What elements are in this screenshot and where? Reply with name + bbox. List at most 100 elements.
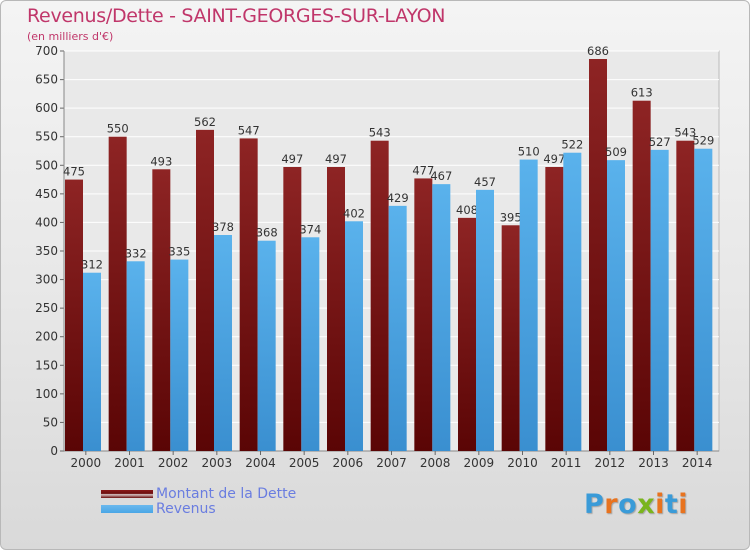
- data-label-revenus: 402: [343, 206, 365, 220]
- data-label-revenus: 312: [81, 258, 103, 272]
- data-label-revenus: 335: [168, 245, 190, 259]
- x-tick-label: 2013: [638, 456, 669, 470]
- legend-swatch-revenus: [101, 505, 153, 513]
- data-label-dette: 543: [674, 126, 696, 140]
- data-label-dette: 613: [631, 86, 653, 100]
- data-label-revenus: 374: [299, 222, 321, 236]
- data-label-revenus: 510: [518, 145, 540, 159]
- bar-revenus: [388, 205, 407, 451]
- x-tick-label: 2012: [595, 456, 626, 470]
- y-tick-label: 650: [35, 73, 58, 87]
- bar-dette: [283, 167, 302, 451]
- y-tick-label: 400: [35, 215, 58, 229]
- data-label-revenus: 457: [474, 175, 496, 189]
- legend-label-dette: Montant de la Dette: [156, 486, 297, 502]
- x-tick-label: 2014: [682, 456, 713, 470]
- x-tick-label: 2011: [551, 456, 582, 470]
- bar-revenus: [170, 259, 189, 451]
- data-label-dette: 543: [369, 126, 391, 140]
- logo-letter: x: [637, 489, 656, 520]
- proxiti-logo: Proxiti: [584, 489, 688, 520]
- bar-dette: [414, 178, 433, 451]
- logo-letter: o: [618, 489, 638, 520]
- x-tick-label: 2010: [507, 456, 538, 470]
- data-label-dette: 686: [587, 44, 609, 58]
- bar-dette: [370, 140, 389, 451]
- chart-title: Revenus/Dette - SAINT-GEORGES-SUR-LAYON: [27, 5, 446, 27]
- y-tick-label: 250: [35, 301, 58, 315]
- y-tick-label: 550: [35, 130, 58, 144]
- bar-dette: [632, 100, 651, 451]
- data-label-revenus: 467: [430, 169, 452, 183]
- bar-dette: [545, 167, 564, 451]
- bar-revenus: [83, 272, 101, 451]
- data-label-revenus: 368: [256, 226, 278, 240]
- y-tick-label: 100: [35, 387, 58, 401]
- x-tick-label: 2004: [245, 456, 276, 470]
- legend-swatch-dette: [101, 490, 153, 498]
- x-tick-label: 2002: [158, 456, 189, 470]
- bar-revenus: [126, 261, 145, 451]
- bar-revenus: [694, 148, 713, 451]
- data-label-revenus: 522: [561, 138, 583, 152]
- logo-letter: r: [604, 489, 619, 520]
- x-tick-label: 2008: [420, 456, 451, 470]
- data-label-dette: 475: [63, 165, 85, 179]
- y-tick-label: 150: [35, 358, 58, 372]
- y-tick-label: 600: [35, 101, 58, 115]
- bar-revenus: [519, 159, 538, 452]
- data-label-dette: 395: [500, 210, 522, 224]
- data-label-revenus: 332: [125, 246, 147, 260]
- x-tick-label: 2009: [464, 456, 495, 470]
- bar-dette: [501, 225, 520, 451]
- logo-letter: i: [655, 489, 665, 520]
- x-tick-label: 2005: [289, 456, 320, 470]
- data-label-dette: 477: [412, 163, 434, 177]
- logo-letter: i: [678, 489, 689, 520]
- bar-dette: [152, 169, 171, 452]
- bar-revenus: [650, 149, 669, 451]
- logo-letter: P: [584, 489, 605, 520]
- bar-dette: [589, 59, 607, 451]
- data-label-revenus: 429: [387, 191, 409, 205]
- data-label-revenus: 378: [212, 220, 234, 234]
- data-label-dette: 547: [238, 123, 260, 137]
- logo-letter: t: [664, 489, 679, 520]
- y-tick-label: 300: [35, 273, 58, 287]
- bar-revenus: [214, 235, 232, 451]
- bar-revenus: [476, 189, 494, 451]
- y-tick-label: 500: [35, 158, 58, 172]
- y-tick-label: 450: [35, 187, 58, 201]
- data-label-dette: 550: [107, 122, 129, 136]
- x-tick-label: 2003: [202, 456, 233, 470]
- bar-revenus: [257, 240, 276, 451]
- y-tick-label: 200: [35, 330, 58, 344]
- data-label-dette: 497: [281, 152, 303, 166]
- data-label-dette: 497: [543, 152, 565, 166]
- bar-dette: [676, 140, 695, 451]
- bar-dette: [108, 136, 127, 451]
- data-label-revenus: 527: [649, 135, 671, 149]
- bar-revenus: [563, 152, 582, 451]
- bar-revenus: [345, 221, 363, 451]
- x-tick-label: 2007: [376, 456, 407, 470]
- bar-dette: [458, 217, 476, 451]
- bar-revenus: [432, 184, 451, 451]
- data-label-dette: 562: [194, 115, 216, 129]
- data-label-dette: 408: [456, 203, 478, 217]
- y-tick-label: 0: [50, 444, 58, 458]
- bar-dette: [65, 179, 83, 452]
- y-tick-label: 50: [43, 415, 58, 429]
- bar-dette: [327, 167, 345, 451]
- data-label-revenus: 509: [605, 145, 627, 159]
- y-tick-label: 700: [35, 44, 58, 58]
- chart-subtitle: (en milliers d'€): [27, 30, 114, 43]
- legend-label-revenus: Revenus: [156, 501, 216, 517]
- bar-dette: [239, 138, 258, 451]
- bar-revenus: [607, 160, 625, 451]
- x-tick-label: 2001: [114, 456, 145, 470]
- data-label-dette: 493: [150, 154, 172, 168]
- x-tick-label: 2006: [333, 456, 364, 470]
